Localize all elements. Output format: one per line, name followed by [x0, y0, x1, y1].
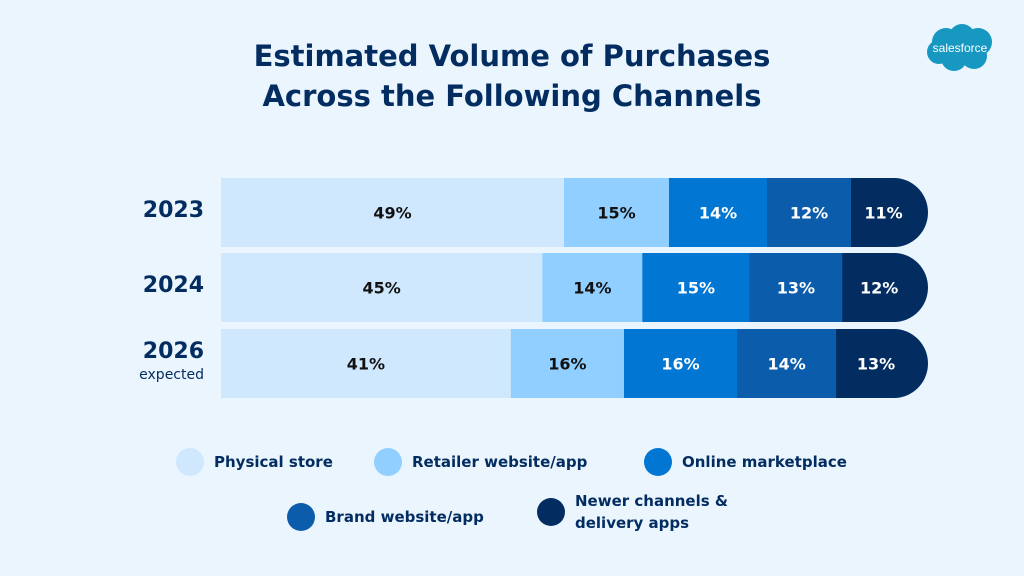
legend-label: Online marketplace: [682, 453, 847, 471]
legend-swatch: [176, 448, 204, 476]
legend-label: Physical store: [214, 453, 333, 471]
bar-row-2023: [221, 178, 928, 247]
salesforce-logo: salesforce: [927, 24, 992, 71]
chart-title: Estimated Volume of Purchases Across the…: [0, 36, 1024, 116]
legend-item: Brand website/app: [287, 503, 484, 531]
data-label: 14%: [767, 355, 805, 374]
data-label: 14%: [699, 204, 737, 223]
bar-segment: [642, 253, 750, 322]
title-line: Estimated Volume of Purchases: [253, 39, 771, 73]
data-label: 11%: [864, 204, 902, 223]
legend-label: Brand website/app: [325, 508, 484, 526]
bar-row-2024: [221, 253, 928, 322]
legend-swatch: [287, 503, 315, 531]
legend-swatch: [374, 448, 402, 476]
bar-segment: [623, 329, 738, 398]
data-label: 13%: [857, 355, 895, 374]
legend-item: Newer channels & delivery apps: [537, 490, 728, 534]
data-label: 15%: [677, 279, 715, 298]
category-label: 2024: [142, 273, 204, 298]
bar-segment: [737, 329, 837, 398]
data-label: 15%: [597, 204, 635, 223]
data-label: 13%: [777, 279, 815, 298]
category-sublabel: expected: [139, 367, 204, 383]
data-label: 16%: [548, 355, 586, 374]
category-label: 2023: [142, 198, 204, 223]
bar-segment: [669, 178, 768, 247]
bar-segment: [749, 253, 843, 322]
bar-segment: [221, 178, 565, 247]
legend-item: Physical store: [176, 448, 333, 476]
bar-segment: [221, 329, 512, 398]
bar-segment: [851, 178, 928, 247]
bar-segment: [842, 253, 928, 322]
title-line: Across the Following Channels: [262, 79, 762, 113]
data-label: 49%: [373, 204, 411, 223]
legend-swatch: [537, 498, 565, 526]
bar-segment: [767, 178, 852, 247]
bar-segment: [836, 329, 928, 398]
legend-item: Retailer website/app: [374, 448, 587, 476]
bar-segment: [564, 178, 670, 247]
bar-segment: [510, 329, 625, 398]
data-label: 14%: [573, 279, 611, 298]
data-label: 12%: [790, 204, 828, 223]
bar-segment: [221, 253, 543, 322]
legend-label: Newer channels & delivery apps: [575, 492, 728, 532]
data-label: 45%: [363, 279, 401, 298]
legend-label: Retailer website/app: [412, 453, 588, 471]
svg-text:salesforce: salesforce: [933, 41, 988, 55]
data-label: 12%: [860, 279, 898, 298]
category-label: 2026: [142, 339, 204, 364]
legend-item: Online marketplace: [644, 448, 847, 476]
data-label: 41%: [347, 355, 385, 374]
data-label: 16%: [661, 355, 699, 374]
bar-row-2026: [221, 329, 928, 398]
bar-segment: [542, 253, 643, 322]
legend-swatch: [644, 448, 672, 476]
